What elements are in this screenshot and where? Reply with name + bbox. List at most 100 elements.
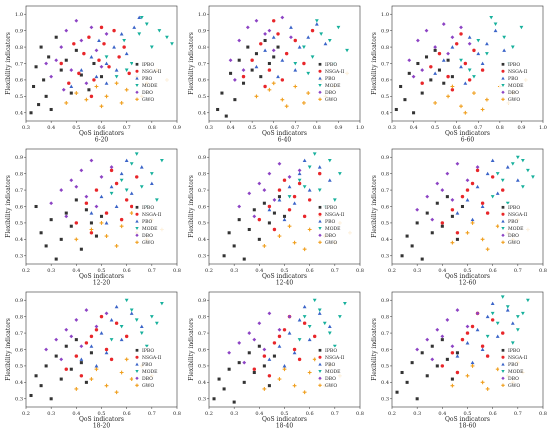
point-gwo [277, 234, 282, 238]
x-tick-label: 0.8 [539, 268, 547, 274]
legend-marker-ipbo [318, 205, 322, 209]
point-ipbo [242, 257, 246, 261]
point-pbo [490, 158, 495, 163]
point-nsga-ii [280, 78, 285, 82]
point-pbo [480, 347, 485, 352]
legend-label: IPBO [142, 62, 154, 68]
legend-label: GWO [142, 97, 154, 103]
point-pbo [480, 61, 485, 66]
point-ipbo [237, 218, 241, 222]
point-nsga-ii [460, 337, 465, 342]
legend-label: MODE [325, 226, 341, 232]
x-tick-label: 0.5 [281, 411, 289, 417]
legend-label: IPBO [508, 62, 520, 68]
point-mode [154, 321, 159, 326]
point-pbo [441, 58, 446, 62]
point-mode [345, 48, 349, 53]
point-dbo [69, 334, 74, 339]
point-gwo [114, 244, 119, 248]
point-nsga-ii [450, 208, 455, 212]
point-ipbo [39, 231, 43, 235]
point-nsga-ii [302, 214, 307, 219]
point-ipbo [229, 71, 233, 75]
legend-label: MODE [142, 226, 158, 232]
legend-label: PBO [325, 219, 336, 225]
point-nsga-ii [480, 68, 485, 72]
legend-marker-pbo [501, 219, 505, 223]
point-pbo [114, 204, 119, 209]
point-ipbo [267, 384, 271, 388]
point-pbo [104, 81, 109, 85]
point-gwo [114, 390, 119, 395]
x-tick-label: 0.9 [334, 125, 342, 131]
legend-label: GWO [508, 97, 520, 103]
point-mode [124, 298, 129, 303]
x-tick-label: 0.3 [47, 411, 55, 417]
point-dbo [61, 87, 66, 92]
point-mode [154, 198, 159, 202]
point-dbo [94, 48, 99, 53]
point-ipbo [460, 204, 464, 209]
legend-marker-mode [318, 369, 322, 373]
point-dbo [415, 347, 420, 352]
y-tick-label: 0.8 [381, 171, 389, 177]
point-ipbo [437, 68, 441, 72]
point-ipbo [420, 351, 424, 355]
point-gwo [119, 101, 124, 105]
point-ipbo [267, 221, 271, 225]
legend-label: GWO [142, 383, 154, 389]
x-axis-label: QoS indicators [445, 130, 490, 137]
y-tick-label: 0.4 [15, 111, 23, 117]
point-pbo [109, 318, 114, 322]
point-nsga-ii [124, 198, 129, 202]
point-pbo [280, 58, 285, 62]
point-gwo [89, 227, 94, 232]
x-tick-label: 0.5 [98, 268, 106, 274]
point-dbo [289, 35, 293, 40]
point-mode [314, 19, 319, 23]
legend-marker-nsga-ii [501, 69, 505, 73]
y-tick-label: 1.0 [381, 12, 389, 18]
point-ipbo [59, 377, 63, 381]
y-tick-label: 0.9 [198, 155, 206, 161]
point-ipbo [450, 75, 454, 79]
legend-box [316, 60, 358, 105]
point-pbo [137, 15, 142, 20]
legend-marker-gwo [135, 240, 139, 244]
legend-marker-pbo [318, 219, 322, 223]
point-nsga-ii [252, 367, 257, 371]
point-ipbo [252, 370, 256, 375]
point-gwo [292, 240, 297, 245]
point-dbo [467, 41, 472, 46]
y-tick-label: 0.3 [15, 397, 23, 403]
point-ipbo [282, 214, 287, 218]
point-nsga-ii [109, 168, 114, 173]
point-ipbo [247, 351, 251, 355]
legend-marker-nsga-ii [318, 69, 322, 73]
point-nsga-ii [135, 175, 139, 179]
point-ipbo [84, 208, 88, 212]
x-tick-label: 0.5 [98, 411, 106, 417]
point-ipbo [94, 234, 98, 238]
point-pbo [465, 198, 470, 202]
point-ipbo [237, 58, 241, 62]
legend-label: DBO [142, 376, 153, 382]
point-ipbo [39, 384, 43, 388]
point-ipbo [54, 35, 58, 39]
x-tick-label: 0.2 [388, 268, 396, 274]
x-axis-label: QoS indicators [262, 273, 307, 280]
point-mode [515, 155, 520, 160]
x-tick-label: 0.7 [514, 268, 522, 274]
point-mode [119, 178, 124, 183]
point-mode [319, 32, 324, 36]
scatter-panel-12-60: 0.2 0.3 0.4 0.5 0.6 0.7 0.8 0.3 0.4 0.5 0.6 0.7 0.8 0… [366, 143, 549, 287]
point-ipbo [262, 201, 266, 205]
legend-marker-mode [501, 83, 505, 87]
point-dbo [89, 158, 94, 163]
panel-title: 6-40 [278, 137, 292, 144]
point-ipbo [425, 211, 429, 215]
point-nsga-ii [104, 211, 109, 215]
point-ipbo [237, 361, 241, 365]
point-pbo [480, 204, 485, 209]
legend-marker-nsga-ii [135, 69, 139, 73]
